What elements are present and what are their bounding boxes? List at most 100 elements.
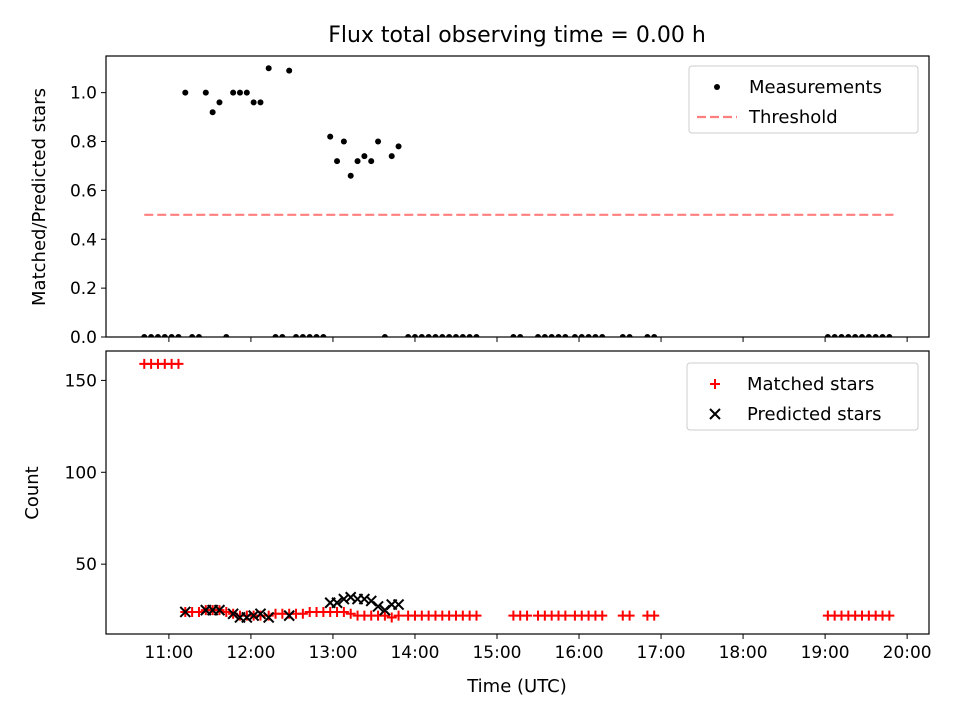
measurement-point [651, 334, 658, 337]
measurement-point [619, 334, 626, 337]
matched-star-marker [173, 358, 184, 369]
x-tick-label: 17:00 [637, 643, 686, 663]
matched-star-marker [379, 610, 390, 621]
y-tick-label: 0.4 [70, 230, 97, 250]
x-tick-label: 15:00 [472, 643, 521, 663]
matched-star-marker [884, 610, 895, 621]
plot-area [141, 65, 894, 337]
matched-star-marker [263, 610, 274, 621]
legend-label: Measurements [749, 77, 882, 98]
measurement-point [599, 334, 606, 337]
chart-title: Flux total observing time = 0.00 h [328, 23, 706, 48]
matched-star-marker [624, 610, 635, 621]
matched-star-marker [393, 610, 404, 621]
measurement-point [831, 334, 838, 337]
predicted-star-marker [213, 604, 226, 616]
measurement-point [838, 334, 845, 337]
predicted-star-marker [392, 598, 405, 611]
x-tick-label: 16:00 [555, 643, 604, 663]
measurement-point [340, 138, 347, 145]
measurement-point [175, 334, 182, 337]
legend-label: Threshold [748, 107, 838, 128]
measurement-point [375, 138, 382, 145]
legend-label: Matched stars [747, 374, 874, 395]
measurement-point [243, 89, 250, 96]
measurement-point [466, 334, 473, 337]
measurement-point [209, 109, 216, 116]
matched-star-marker [471, 610, 482, 621]
measurement-point [236, 89, 243, 96]
measurement-point [361, 153, 368, 160]
x-tick-label: 20:00 [883, 643, 932, 663]
measurement-point [418, 334, 425, 337]
measurement-point [541, 334, 548, 337]
matched-star-marker [597, 610, 608, 621]
measurement-point [306, 334, 313, 337]
measurement-point [202, 89, 209, 96]
predicted-star-marker [262, 611, 275, 624]
measurement-point [562, 334, 569, 337]
measurement-point [299, 334, 306, 337]
legend-x-icon [709, 408, 721, 420]
measurement-point [347, 172, 354, 179]
measurement-point [286, 67, 293, 74]
measurement-point [381, 334, 388, 337]
measurement-point [313, 334, 320, 337]
measurement-point [293, 334, 300, 337]
x-tick-label: 14:00 [390, 643, 439, 663]
measurement-point [354, 158, 361, 165]
measurement-point [859, 334, 866, 337]
measurement-point [230, 89, 237, 96]
x-tick-label: 19:00 [801, 643, 850, 663]
matched-star-marker [522, 610, 533, 621]
matched-star-marker [221, 606, 232, 617]
plot-frame [105, 55, 930, 338]
measurement-point [425, 334, 432, 337]
measurement-point [585, 334, 592, 337]
y-tick-label: 150 [65, 371, 97, 391]
measurement-point [388, 153, 395, 160]
measurement-point [182, 89, 189, 96]
measurement-point [452, 334, 459, 337]
measurement-point [644, 334, 651, 337]
measurement-point [852, 334, 859, 337]
measurement-point [161, 334, 168, 337]
matched-star-marker [193, 606, 204, 617]
x-tick-label: 11:00 [144, 643, 193, 663]
measurement-point [578, 334, 585, 337]
x-tick-label: 12:00 [226, 643, 275, 663]
x-axis-label: Time (UTC) [466, 676, 567, 697]
predicted-star-marker [254, 608, 267, 620]
plot-area [139, 358, 895, 624]
measurement-point [432, 334, 439, 337]
measurement-point [626, 334, 633, 337]
measurement-point [334, 158, 341, 165]
measurement-point [411, 334, 418, 337]
measurement-point [459, 334, 466, 337]
measurement-point [320, 334, 327, 337]
predicted-star-marker [247, 609, 260, 622]
measurement-point [510, 334, 517, 337]
measurement-point [395, 143, 402, 150]
plot-frame [105, 350, 930, 635]
measurement-point [405, 334, 412, 337]
predicted-star-marker [358, 593, 371, 605]
measurement-point [368, 158, 375, 165]
measurement-point [824, 334, 831, 337]
measurement-point [548, 334, 555, 337]
x-tick-label: 13:00 [308, 643, 357, 663]
measurement-point [216, 99, 223, 106]
y-tick-label: 0.6 [70, 181, 97, 201]
measurement-point [555, 334, 562, 337]
matched-star-marker [297, 608, 308, 619]
predicted-star-marker [179, 606, 191, 618]
y-tick-label: 0.0 [70, 328, 97, 348]
y-tick-label: 1.0 [70, 84, 97, 104]
measurement-point [517, 334, 524, 337]
measurement-point [195, 334, 202, 337]
matched-star-marker [338, 606, 349, 617]
bottom-plot: 11:00 12:00 13:00 14:00 15:00 16:00 17:00 18:00… [65, 350, 932, 663]
measurement-point [257, 99, 264, 106]
measurement-point [327, 133, 334, 140]
